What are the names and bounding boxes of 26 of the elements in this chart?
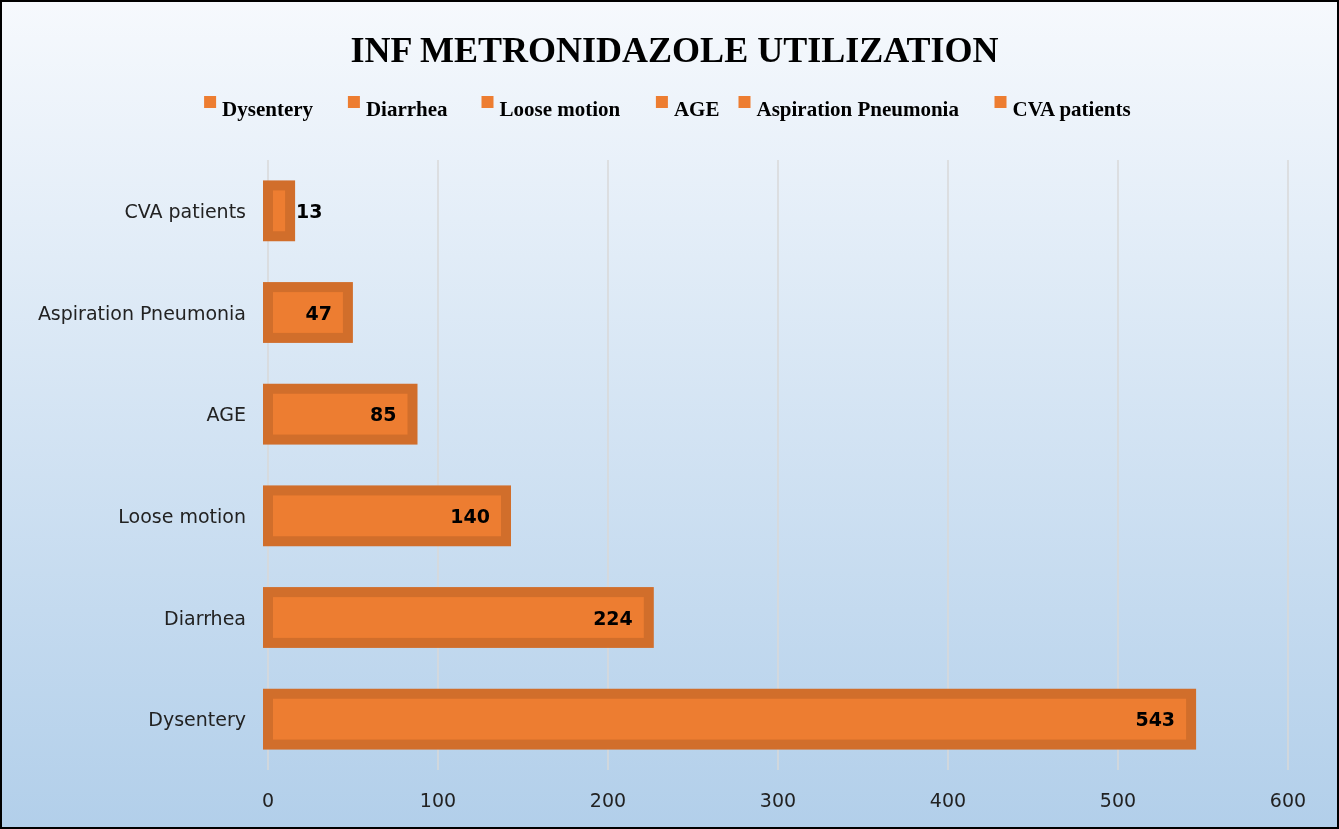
x-tick-label: 0 [261, 789, 275, 811]
data-label: 47 [305, 301, 332, 324]
data-label: 140 [450, 504, 490, 527]
chart-title: INF METRONIDAZOLE UTILIZATION [350, 30, 999, 70]
data-label: 224 [593, 606, 633, 629]
y-tick-label: Loose motion [118, 504, 246, 527]
y-tick-label: AGE [206, 403, 246, 426]
category-label: Aspiration Pneumonia [756, 97, 959, 121]
y-tick-label: CVA patients [124, 199, 246, 222]
category-label: Dysentery [222, 97, 314, 121]
data-label: 85 [370, 403, 397, 426]
category-label: CVA patients [1012, 97, 1131, 121]
y-tick-label: Aspiration Pneumonia [37, 301, 246, 324]
x-tick-label: 500 [1099, 789, 1137, 811]
data-label: 543 [1135, 708, 1176, 731]
category-label: AGE [673, 97, 720, 121]
category-label: Diarrhea [365, 97, 448, 121]
data-label: 13 [296, 199, 323, 222]
x-tick-label: 400 [929, 789, 967, 811]
y-tick-label: Dysentery [148, 708, 246, 731]
x-tick-label: 200 [589, 789, 627, 811]
y-tick-label: Diarrhea [164, 606, 246, 629]
x-tick-label: 100 [419, 789, 457, 811]
x-tick-label: 600 [1269, 789, 1307, 811]
category-label: Loose motion [499, 97, 621, 121]
x-tick-label: 300 [759, 789, 797, 811]
